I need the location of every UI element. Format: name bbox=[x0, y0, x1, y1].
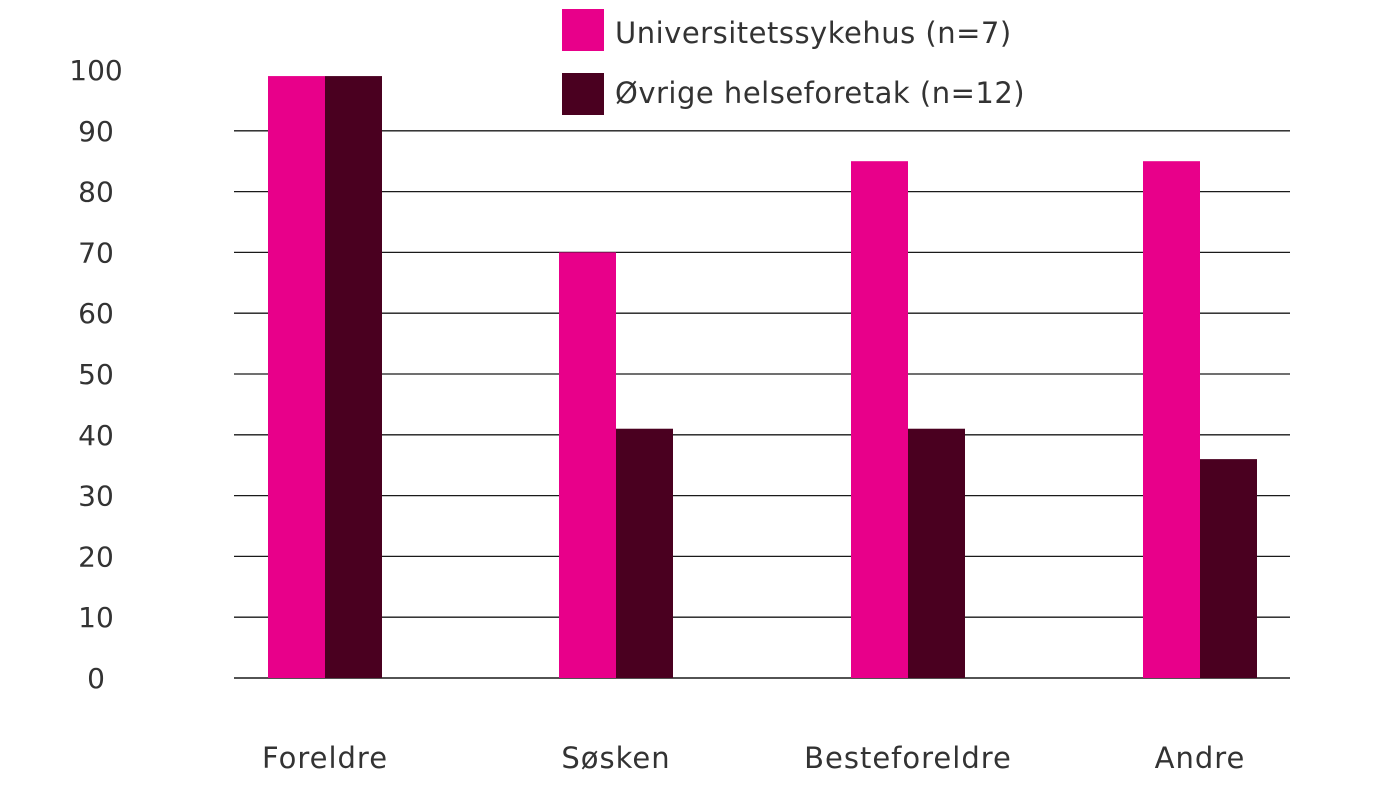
bar-andre-series-1 bbox=[1143, 161, 1200, 678]
legend-label-ovrige-helseforetak: Øvrige helseforetak (n=12) bbox=[615, 76, 1025, 110]
legend: Universitetssykehus (n=7) Øvrige helsefo… bbox=[562, 9, 1025, 115]
category-label-andre: Andre bbox=[1155, 741, 1246, 775]
y-axis-ticks: 0 10 20 30 40 50 60 70 80 90 100 bbox=[69, 54, 122, 695]
y-tick-label-70: 70 bbox=[78, 236, 114, 269]
category-label-besteforeldre: Besteforeldre bbox=[804, 741, 1012, 775]
y-tick-label-60: 60 bbox=[78, 297, 114, 330]
y-tick-label-20: 20 bbox=[78, 540, 114, 573]
category-label-sosken: Søsken bbox=[561, 741, 670, 775]
bar-foreldre-series-1 bbox=[268, 76, 325, 678]
bar-sosken-series-2 bbox=[616, 428, 673, 678]
bar-foreldre-series-2 bbox=[325, 76, 382, 678]
y-tick-label-10: 10 bbox=[78, 601, 114, 634]
bar-andre-series-2 bbox=[1200, 459, 1257, 678]
y-tick-label-100: 100 bbox=[69, 54, 122, 87]
x-axis-categories: Foreldre Søsken Besteforeldre Andre bbox=[262, 741, 1246, 775]
bar-sosken-series-1 bbox=[559, 252, 616, 678]
y-tick-label-40: 40 bbox=[78, 419, 114, 452]
bars bbox=[268, 76, 1257, 678]
legend-label-universitetssykehus: Universitetssykehus (n=7) bbox=[615, 16, 1012, 50]
y-tick-label-50: 50 bbox=[78, 358, 114, 391]
category-label-foreldre: Foreldre bbox=[262, 741, 388, 775]
legend-swatch-universitetssykehus bbox=[562, 9, 604, 51]
bar-besteforeldre-series-2 bbox=[908, 428, 965, 678]
y-tick-label-0: 0 bbox=[87, 662, 105, 695]
y-tick-label-30: 30 bbox=[78, 480, 114, 513]
y-tick-label-80: 80 bbox=[78, 176, 114, 209]
bar-besteforeldre-series-1 bbox=[851, 161, 908, 678]
legend-swatch-ovrige-helseforetak bbox=[562, 73, 604, 115]
y-tick-label-90: 90 bbox=[78, 115, 114, 148]
gridlines bbox=[234, 130, 1290, 679]
